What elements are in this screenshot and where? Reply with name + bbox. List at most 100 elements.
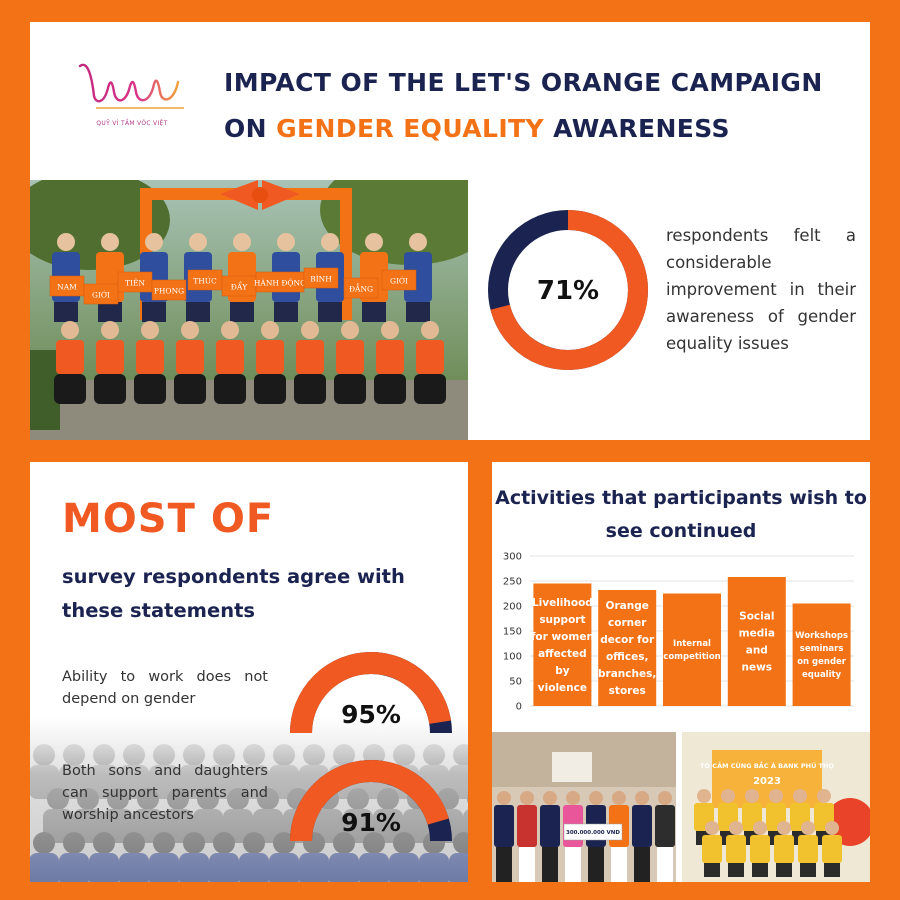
person-legs [824, 863, 840, 877]
person-body [655, 805, 675, 847]
person-head [658, 791, 672, 805]
person-head [57, 233, 75, 251]
sign-word: HÀNH ĐỘNG [254, 279, 306, 288]
person-body [336, 340, 364, 374]
person-head [543, 791, 557, 805]
person-head [612, 791, 626, 805]
person-head [817, 789, 831, 803]
person-head [753, 821, 767, 835]
y-tick-label: 150 [503, 627, 522, 638]
person-body [176, 340, 204, 374]
person-legs [565, 847, 581, 882]
person-head [589, 791, 603, 805]
sign-word: TIÊN [125, 279, 145, 288]
person-head [365, 233, 383, 251]
bar-label-5: Workshops seminars on gender equality [795, 631, 848, 680]
y-tick-label: 0 [516, 702, 522, 713]
person-legs [274, 302, 298, 322]
person-head [705, 821, 719, 835]
title-line-1: IMPACT OF THE LET'S ORANGE CAMPAIGN [224, 68, 823, 97]
person-legs [588, 847, 604, 882]
person-legs [657, 847, 673, 882]
person-body [376, 340, 404, 374]
cheque-amount: 300.000.000 VND [566, 830, 620, 836]
branch-photo-illustration: TỎ CẢM CÙNG BẮC Á BANK PHÚ THỌ 2023 [682, 732, 870, 882]
person-body [256, 340, 284, 374]
group-photo-illustration: NAM GIỚI TIÊN PHONG THÚC ĐẨY HÀNH ĐỘNG BÌNH ĐẲNG… [30, 180, 468, 440]
statement-2-percent: 91% [341, 808, 401, 837]
logo-mark-icon [78, 63, 184, 109]
person-body [96, 340, 124, 374]
person-head [825, 821, 839, 835]
person-legs [704, 863, 720, 877]
person-body [494, 805, 514, 847]
person-skirt [254, 374, 286, 404]
donation-cheque [563, 823, 623, 841]
sign-word: BÌNH [310, 275, 332, 284]
person-legs [230, 302, 254, 322]
person-body [798, 835, 818, 863]
awareness-donut-chart [488, 210, 648, 370]
y-tick-label: 100 [503, 652, 522, 663]
person-legs [800, 863, 816, 877]
sign-word: GIỚI [390, 277, 408, 286]
y-tick-label: 50 [509, 677, 522, 688]
person-head [381, 321, 399, 339]
person-head [321, 233, 339, 251]
person-head [566, 791, 580, 805]
person-head [277, 233, 295, 251]
statement-2-gauge [290, 760, 452, 842]
branch-event-photo: TỎ CẢM CÙNG BẮC Á BANK PHÚ THỌ 2023 [682, 732, 870, 882]
person-head [793, 789, 807, 803]
person-skirt [134, 374, 166, 404]
bar-2 [598, 590, 657, 706]
person-head [729, 821, 743, 835]
person-head [745, 789, 759, 803]
person-body [296, 340, 324, 374]
sign-word: NAM [57, 283, 77, 292]
backdrop-year: 2023 [753, 776, 781, 787]
campaign-sign [83, 283, 119, 305]
person-body [774, 835, 794, 863]
gauge-1-arc [290, 652, 452, 734]
top-panel: QUỸ VÌ TẦM VÓC VIỆT IMPACT OF THE LET'S … [30, 22, 870, 440]
person-legs [406, 302, 430, 322]
person-body [702, 835, 722, 863]
person-skirt [334, 374, 366, 404]
statement-1-percent: 95% [341, 700, 401, 729]
person-skirt [94, 374, 126, 404]
y-tick-label: 300 [503, 552, 522, 563]
person-skirt [374, 374, 406, 404]
donation-event-photo: 300.000.000 VND [492, 732, 676, 882]
person-body [750, 835, 770, 863]
person-body [632, 805, 652, 847]
person-head [341, 321, 359, 339]
gauge-2-arc [290, 760, 452, 842]
person-skirt [54, 374, 86, 404]
page-title: IMPACT OF THE LET'S ORANGE CAMPAIGN ON G… [224, 60, 864, 152]
bar-4 [727, 577, 786, 706]
awareness-description: respondents felt a considerable improvem… [666, 226, 856, 353]
person-head [421, 321, 439, 339]
person-head [777, 821, 791, 835]
person-legs [98, 302, 122, 322]
campaign-sign [151, 279, 187, 301]
person-head [520, 791, 534, 805]
y-tick-label: 200 [503, 602, 522, 613]
bar-label-3: Internal competition [663, 639, 720, 662]
person-body [136, 340, 164, 374]
person-legs [728, 863, 744, 877]
person-skirt [214, 374, 246, 404]
donation-photo-illustration: 300.000.000 VND [492, 732, 676, 882]
person-legs [54, 302, 78, 322]
bar-label-2: Orange corner decor for offices, branches, st… [598, 600, 656, 697]
person-legs [542, 847, 558, 882]
person-legs [186, 302, 210, 322]
agreement-panel: MOST OF survey respondents agree with th… [30, 462, 468, 882]
campaign-sign [343, 277, 379, 299]
y-tick-label: 250 [503, 577, 522, 588]
sign-word: GIỚI [92, 291, 110, 300]
person-head [145, 233, 163, 251]
person-head [769, 789, 783, 803]
person-head [301, 321, 319, 339]
